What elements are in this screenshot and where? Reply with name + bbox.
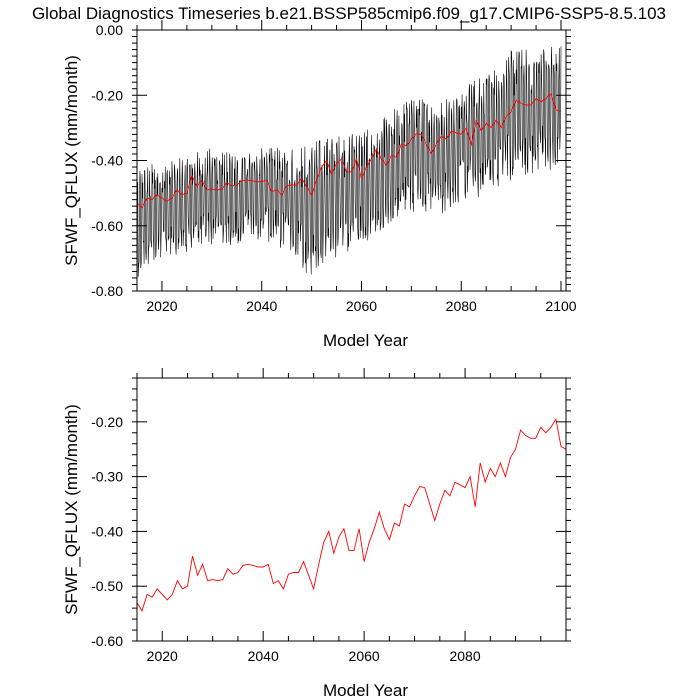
y-tick-label: -0.50 (91, 578, 123, 594)
annual-mean-series-line (136, 92, 562, 209)
annual-mean-series-line (136, 417, 567, 612)
x-tick-label: 2080 (449, 648, 480, 664)
x-axis-label: Model Year (323, 681, 408, 700)
y-tick-label: -0.30 (91, 469, 123, 485)
x-tick-label: 2040 (248, 648, 279, 664)
x-tick-label: 2020 (147, 648, 178, 664)
y-tick-label: -0.40 (91, 523, 123, 539)
x-tick-label: 2100 (545, 298, 576, 314)
y-axis-label: SFWF_QFLUX (mm/month) (62, 55, 81, 266)
x-tick-label: 2040 (246, 298, 277, 314)
y-axis-label: SFWF_QFLUX (mm/month) (62, 404, 81, 615)
y-tick-label: -0.60 (91, 218, 123, 234)
x-tick-label: 2060 (346, 298, 377, 314)
x-tick-label: 2060 (349, 648, 380, 664)
x-tick-label: 2020 (146, 298, 177, 314)
y-tick-label: 0.00 (96, 22, 123, 38)
y-tick-label: -0.20 (91, 414, 123, 430)
y-tick-label: -0.20 (91, 87, 123, 103)
bottom-panel: 2020 2040 2060 2080 -0.60 -0.50 -0.40 -0.30 -0.2… (62, 368, 571, 700)
figure-title: Global Diagnostics Timeseries b.e21.BSSP… (32, 4, 666, 23)
x-axis-label: Model Year (323, 331, 408, 350)
monthly-series-line (136, 46, 562, 277)
y-tick-label: -0.60 (91, 633, 123, 649)
y-tick-label: -0.80 (91, 283, 123, 299)
x-tick-label: 2080 (446, 298, 477, 314)
y-tick-label: -0.40 (91, 153, 123, 169)
plot-frame (136, 377, 567, 642)
top-panel: 2020 2040 2060 2080 2100 -0.80 -0.60 -0.40 -0.20… (62, 20, 577, 350)
